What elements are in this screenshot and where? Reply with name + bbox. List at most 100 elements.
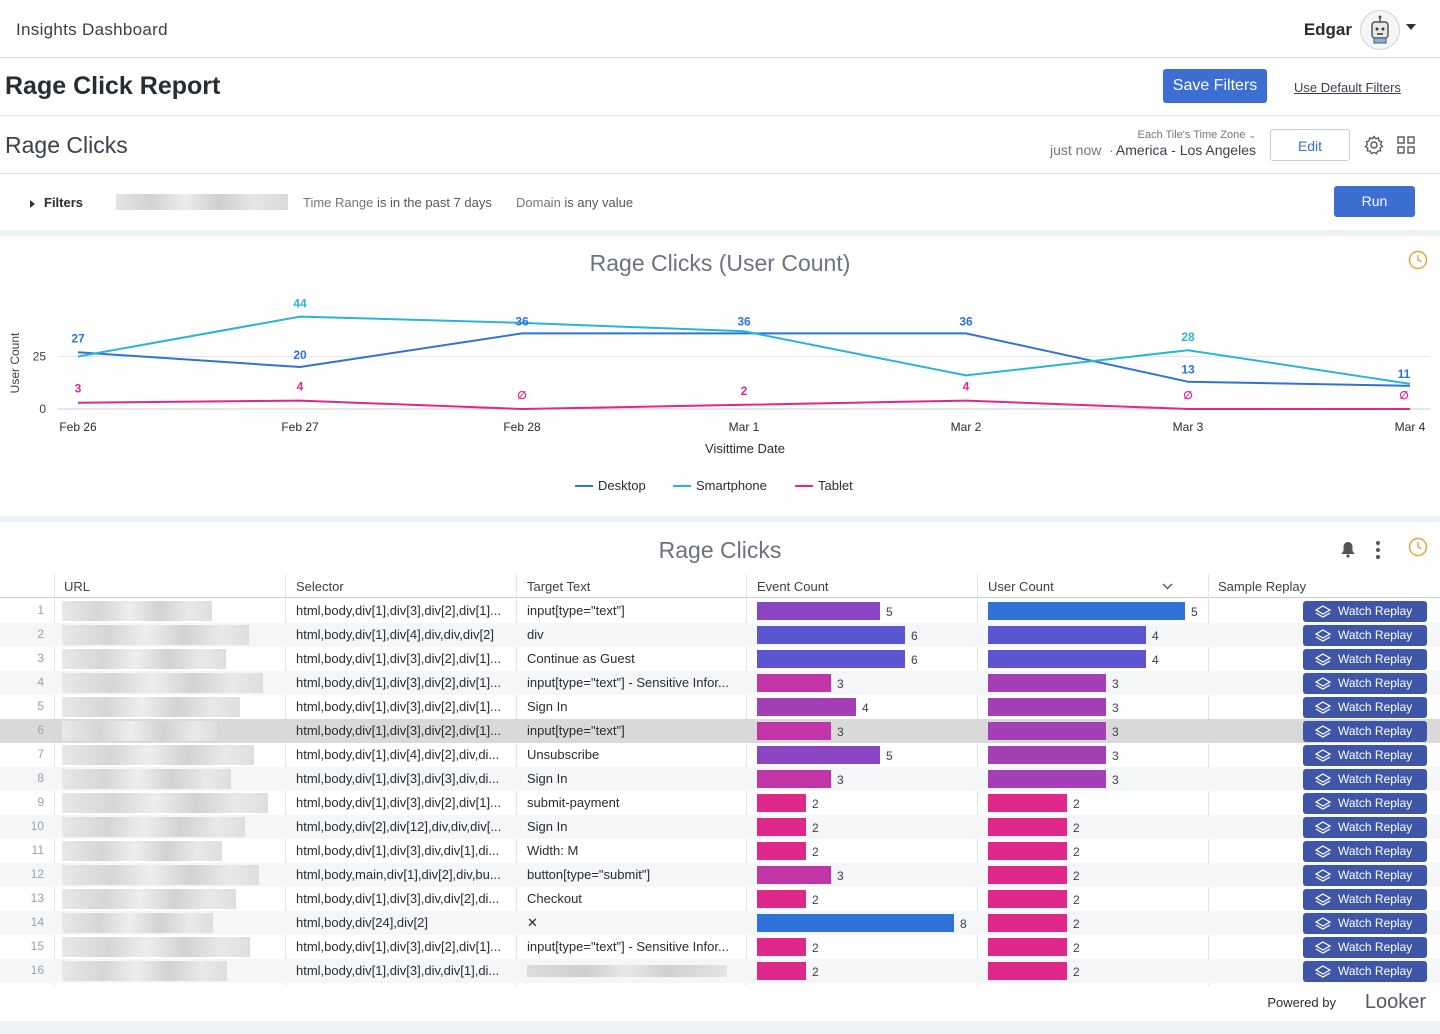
header-url[interactable]: URL <box>64 579 91 594</box>
watch-replay-button[interactable]: Watch Replay <box>1303 625 1427 646</box>
time-range-filter[interactable]: Time Range is in the past 7 days <box>303 195 492 210</box>
event-count-value: 5 <box>886 605 893 619</box>
clock-icon[interactable] <box>1408 537 1428 557</box>
selector-cell: html,body,div[1],div[3],div[2],div[1]... <box>296 603 501 618</box>
user-name[interactable]: Edgar <box>1303 20 1352 39</box>
layout-grid-icon[interactable] <box>1397 136 1415 154</box>
watch-replay-button[interactable]: Watch Replay <box>1303 961 1427 982</box>
watch-replay-label: Watch Replay <box>1338 700 1413 714</box>
table-row[interactable]: 1 html,body,div[1],div[3],div[2],div[1]..… <box>0 599 1440 623</box>
edit-button[interactable]: Edit <box>1270 129 1350 161</box>
data-label: 28 <box>1181 330 1195 344</box>
event-count-bar <box>757 698 856 716</box>
redacted-url[interactable] <box>62 937 250 957</box>
table-row[interactable]: 13 html,body,div[1],div[3],div,div[2],di.… <box>0 887 1440 911</box>
legend-label: Tablet <box>818 478 853 493</box>
table-row[interactable]: 5 html,body,div[1],div[3],div[2],div[1]..… <box>0 695 1440 719</box>
table-row[interactable]: 10 html,body,div[2],div[12],div,div,div[.… <box>0 815 1440 839</box>
watch-replay-button[interactable]: Watch Replay <box>1303 793 1427 814</box>
redacted-url[interactable] <box>62 721 217 741</box>
watch-replay-button[interactable]: Watch Replay <box>1303 865 1427 886</box>
event-count-bar <box>757 650 905 668</box>
redacted-url[interactable] <box>62 697 240 717</box>
more-options-icon[interactable] <box>1371 540 1385 560</box>
redacted-url[interactable] <box>62 889 236 909</box>
redacted-url[interactable] <box>62 673 263 693</box>
gear-icon[interactable] <box>1364 135 1384 155</box>
table-row[interactable]: 7 html,body,div[1],div[4],div[2],div,di..… <box>0 743 1440 767</box>
table-row[interactable]: 4 html,body,div[1],div[3],div[2],div[1]..… <box>0 671 1440 695</box>
table-row[interactable]: 16 html,body,div[1],div[3],div,div[1],di.… <box>0 959 1440 983</box>
avatar[interactable] <box>1360 10 1400 50</box>
clock-icon[interactable] <box>1408 250 1428 270</box>
redacted-url[interactable] <box>62 793 268 813</box>
header-event-count[interactable]: Event Count <box>757 579 829 594</box>
table-row[interactable]: 8 html,body,div[1],div[3],div[3],div,di..… <box>0 767 1440 791</box>
timezone-label[interactable]: Each Tile's Time Zone ⌄ <box>1138 129 1256 141</box>
watch-replay-button[interactable]: Watch Replay <box>1303 649 1427 670</box>
redacted-url[interactable] <box>62 745 254 765</box>
table-row[interactable]: 12 html,body,main,div[1],div[2],div,bu...… <box>0 863 1440 887</box>
line-chart: 0 25 User Count Feb 26 Feb 27 Feb 28 Mar 1 Mar … <box>8 297 1430 493</box>
event-count-value: 3 <box>837 677 844 691</box>
redacted-url[interactable] <box>62 769 231 789</box>
report-title: Rage Click Report <box>5 72 221 100</box>
x-tick-label: Mar 3 <box>1173 420 1204 434</box>
table-row[interactable]: 14 html,body,div[24],div[2] ✕ 8 2 Watch Repla… <box>0 911 1440 935</box>
header-selector[interactable]: Selector <box>296 579 344 594</box>
user-count-bar <box>988 602 1185 620</box>
redacted-url[interactable] <box>62 913 213 933</box>
watch-replay-button[interactable]: Watch Replay <box>1303 889 1427 910</box>
redacted-url[interactable] <box>62 817 245 837</box>
report-header: Rage Click Report Save Filters Use Defau… <box>0 58 1440 116</box>
redacted-url[interactable] <box>62 865 259 885</box>
table-row[interactable]: 3 html,body,div[1],div[3],div[2],div[1]..… <box>0 647 1440 671</box>
event-count-value: 8 <box>960 917 967 931</box>
save-filters-button[interactable]: Save Filters <box>1163 69 1267 103</box>
redacted-url[interactable] <box>62 961 227 981</box>
watch-replay-button[interactable]: Watch Replay <box>1303 769 1427 790</box>
event-count-bar <box>757 842 806 860</box>
domain-filter[interactable]: Domain is any value <box>516 195 633 210</box>
sort-descending-icon[interactable] <box>1162 583 1173 590</box>
watch-replay-button[interactable]: Watch Replay <box>1303 913 1427 934</box>
timezone-value[interactable]: America - Los Angeles <box>1115 142 1256 158</box>
table-row[interactable]: 9 html,body,div[1],div[3],div[2],div[1]..… <box>0 791 1440 815</box>
redacted-url[interactable] <box>62 601 212 621</box>
filters-toggle[interactable]: Filters <box>30 195 83 210</box>
watch-replay-button[interactable]: Watch Replay <box>1303 721 1427 742</box>
user-count-bar <box>988 938 1067 956</box>
replay-layers-icon <box>1315 941 1331 954</box>
robot-avatar-icon <box>1371 15 1389 44</box>
filter-bar: Filters Time Range is in the past 7 days… <box>0 174 1440 230</box>
separator: · <box>1109 142 1114 158</box>
selector-cell: html,body,div[1],div[3],div,div[1],di... <box>296 843 500 858</box>
user-count-bar <box>988 794 1067 812</box>
run-button[interactable]: Run <box>1334 186 1415 217</box>
header-target-text[interactable]: Target Text <box>527 579 591 594</box>
redacted-url[interactable] <box>62 625 249 645</box>
table-row[interactable]: 11 html,body,div[1],div[3],div,div[1],di.… <box>0 839 1440 863</box>
watch-replay-button[interactable]: Watch Replay <box>1303 745 1427 766</box>
watch-replay-button[interactable]: Watch Replay <box>1303 937 1427 958</box>
table-row[interactable]: 6 html,body,div[1],div[3],div[2],div[1]..… <box>0 719 1440 743</box>
table-row[interactable]: 2 html,body,div[1],div[4],div,div,div[2] d… <box>0 623 1440 647</box>
user-menu-caret-icon[interactable] <box>1406 24 1416 30</box>
header-sample-replay[interactable]: Sample Replay <box>1218 579 1307 594</box>
redacted-url[interactable] <box>62 649 226 669</box>
target-text-cell: input[type="text"] <box>527 723 625 738</box>
use-default-filters-link[interactable]: Use Default Filters <box>1294 80 1401 95</box>
table-row[interactable]: 15 html,body,div[1],div[3],div[2],div[1].… <box>0 935 1440 959</box>
selector-cell: html,body,div[1],div[3],div[2],div[1]... <box>296 699 501 714</box>
app-title: Insights Dashboard <box>16 20 168 39</box>
event-count-bar <box>757 794 806 812</box>
watch-replay-button[interactable]: Watch Replay <box>1303 673 1427 694</box>
watch-replay-button[interactable]: Watch Replay <box>1303 697 1427 718</box>
watch-replay-button[interactable]: Watch Replay <box>1303 601 1427 622</box>
bell-icon[interactable] <box>1340 541 1356 558</box>
redacted-url[interactable] <box>62 841 222 861</box>
header-user-count[interactable]: User Count <box>988 579 1054 594</box>
user-count-value: 5 <box>1191 605 1198 619</box>
watch-replay-button[interactable]: Watch Replay <box>1303 841 1427 862</box>
watch-replay-button[interactable]: Watch Replay <box>1303 817 1427 838</box>
